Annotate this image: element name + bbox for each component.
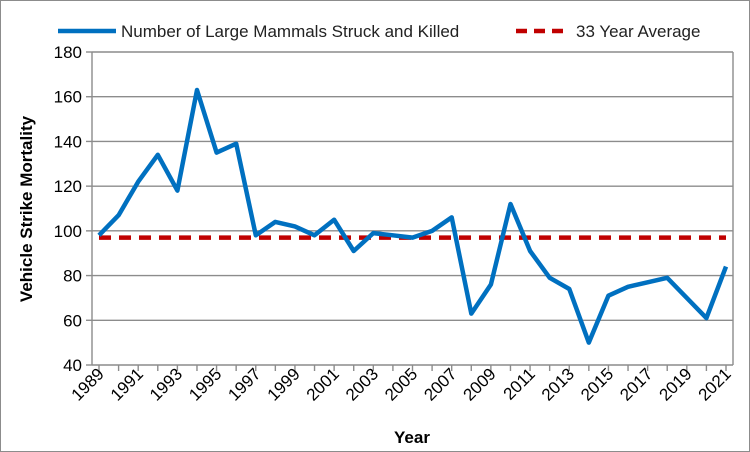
y-axis-ticks: 40 60 80 100 120 140 160 180 xyxy=(54,43,92,375)
x-tick-label-2011: 2011 xyxy=(500,364,539,403)
x-tick-label-2019: 2019 xyxy=(655,364,695,404)
x-tick-label-1995: 1995 xyxy=(185,364,225,404)
plot-area xyxy=(91,52,734,365)
y-tick-label-40: 40 xyxy=(63,356,82,375)
x-axis-title: Year xyxy=(394,428,430,447)
x-tick-label-2015: 2015 xyxy=(577,364,617,404)
x-tick-label-1999: 1999 xyxy=(264,364,304,404)
series-line-mammals xyxy=(97,87,729,345)
y-tick-label-60: 60 xyxy=(63,311,82,330)
series-group xyxy=(97,87,729,345)
y-tick-label-180: 180 xyxy=(54,43,82,62)
y-tick-label-160: 160 xyxy=(54,88,82,107)
x-tick-label-2017: 2017 xyxy=(616,364,656,404)
x-tick-label-2001: 2001 xyxy=(303,364,343,404)
grid-lines xyxy=(92,51,733,366)
y-tick-label-140: 140 xyxy=(54,132,82,151)
x-axis-ticks: 1989 1991 1993 1995 1997 1999 2001 2003 2005 2007… xyxy=(68,364,735,404)
x-tick-label-1991: 1991 xyxy=(107,364,147,404)
x-tick-label-2021: 2021 xyxy=(695,364,735,404)
x-tick-label-2003: 2003 xyxy=(342,364,382,404)
x-tick-label-2005: 2005 xyxy=(381,364,421,404)
y-axis-title: Vehicle Strike Mortality xyxy=(17,115,36,302)
y-tick-label-120: 120 xyxy=(54,177,82,196)
y-tick-label-80: 80 xyxy=(63,267,82,286)
x-tick-label-2013: 2013 xyxy=(538,364,578,404)
x-tick-label-2009: 2009 xyxy=(460,364,500,404)
x-tick-label-1993: 1993 xyxy=(146,364,186,404)
legend-label-average: 33 Year Average xyxy=(576,22,700,41)
legend: Number of Large Mammals Struck and Kille… xyxy=(58,22,700,41)
y-tick-label-100: 100 xyxy=(54,222,82,241)
x-tick-label-2007: 2007 xyxy=(420,364,460,404)
x-tick-label-1997: 1997 xyxy=(224,364,264,404)
legend-label-mammals: Number of Large Mammals Struck and Kille… xyxy=(121,22,459,41)
